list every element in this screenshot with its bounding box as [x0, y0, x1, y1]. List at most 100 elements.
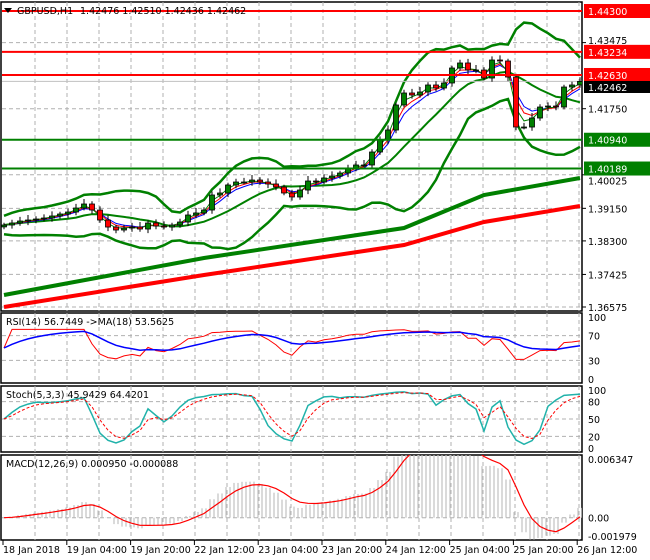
candle: [417, 91, 423, 96]
slow-ma-green: [3, 176, 581, 297]
x-tick-label: 26 Jan 12:00: [577, 545, 637, 556]
ema-green: [3, 61, 581, 230]
candle: [465, 62, 471, 71]
rsi-ma-line: [3, 330, 581, 351]
candle: [497, 59, 503, 62]
candle: [393, 104, 399, 131]
macd-label: MACD(12,26,9) 0.000950 -0.000088: [6, 459, 178, 470]
level-tag: [584, 44, 650, 59]
level-tag: [584, 132, 650, 147]
chart-header-symbol: GBPUSD,H1: [17, 6, 73, 17]
level-label: 1.44300: [588, 7, 627, 18]
candle: [49, 215, 55, 219]
candle: [409, 92, 415, 96]
candle: [273, 183, 279, 188]
candle: [401, 92, 407, 106]
rsi-plot: [3, 328, 581, 360]
candle: [425, 84, 431, 93]
bollinger-upper: [3, 21, 581, 217]
candle: [249, 179, 255, 183]
candle: [545, 105, 551, 108]
indicator-y-label: 0: [588, 375, 594, 386]
y-tick-label: 1.40025: [588, 177, 627, 188]
candle: [441, 82, 447, 89]
y-tick-label: 1.36575: [588, 303, 627, 314]
stoch-signal-line: [3, 392, 581, 440]
candle: [193, 212, 199, 216]
ema-red: [3, 63, 581, 229]
candle: [201, 209, 207, 214]
candle: [217, 192, 223, 196]
slow-ma-red: [3, 204, 581, 309]
level-tag: [584, 161, 650, 176]
indicator-y-label: 70: [588, 332, 600, 343]
candle: [57, 213, 63, 217]
candle: [65, 211, 71, 215]
x-tick-label: 23 Jan 04:00: [258, 545, 318, 556]
indicator-y-label: 80: [588, 398, 600, 409]
candle: [473, 69, 479, 72]
bid-label: 1.42462: [588, 83, 627, 94]
candle: [73, 207, 79, 213]
x-tick-label: 19 Jan 20:00: [131, 545, 191, 556]
indicator-y-label: 100: [588, 386, 606, 397]
candle: [297, 189, 303, 198]
candle: [161, 225, 167, 228]
level-label: 1.43234: [588, 48, 627, 59]
indicator-y-label: 20: [588, 432, 600, 443]
x-tick-label: 19 Jan 04:00: [67, 545, 127, 556]
candle: [225, 184, 231, 194]
candle: [329, 175, 335, 179]
candle: [513, 76, 519, 128]
candle: [521, 126, 527, 129]
candle: [97, 209, 103, 221]
candle: [257, 179, 263, 183]
candle: [569, 84, 575, 88]
y-tick-label: 1.39150: [588, 204, 627, 215]
y-tick-label: 1.37425: [588, 270, 627, 281]
chart-header-ohlc: 1.42476 1.42510 1.42436 1.42462: [80, 6, 246, 17]
rsi-label: RSI(14) 56.7449 ->MA(18) 53.5625: [6, 317, 174, 328]
candle: [209, 194, 215, 211]
candle: [121, 227, 127, 231]
indicator-y-label: 0.006347: [588, 455, 633, 466]
indicator-y-label: 50: [588, 415, 600, 426]
x-tick-label: 25 Jan 20:00: [513, 545, 573, 556]
level-tag: [584, 4, 650, 18]
ema-blue: [3, 64, 581, 228]
candle: [89, 203, 95, 211]
stoch-plot: [3, 391, 581, 446]
stoch-main-line: [3, 391, 581, 446]
x-tick-label: 25 Jan 04:00: [450, 545, 510, 556]
level-label: 1.42630: [588, 71, 627, 82]
x-tick-label: 24 Jan 12:00: [386, 545, 446, 556]
candle: [281, 186, 287, 194]
price-plot: [1, 21, 582, 309]
candle: [305, 180, 311, 191]
candle: [337, 172, 343, 177]
candle: [113, 226, 119, 231]
stoch-label: Stoch(5,3,3) 45.9429 64.4201: [6, 390, 149, 401]
candle: [1, 224, 7, 228]
candle: [25, 219, 31, 222]
candle: [529, 117, 535, 128]
y-tick-label: 1.41750: [588, 105, 627, 116]
candle: [81, 203, 87, 209]
candle: [505, 60, 511, 78]
candle: [177, 221, 183, 226]
bollinger-lower: [3, 97, 581, 251]
candle: [9, 222, 15, 226]
level-label: 1.40940: [588, 136, 627, 147]
candle: [377, 139, 383, 153]
rsi-line: [3, 328, 581, 360]
candle: [33, 218, 39, 221]
indicator-y-label: 0.00: [588, 514, 609, 525]
candle: [17, 220, 23, 224]
indicator-y-label: 0: [588, 444, 594, 455]
bid-tag: [584, 80, 650, 93]
candle: [553, 105, 559, 108]
x-tick-label: 18 Jan 2018: [3, 545, 60, 556]
candle: [313, 180, 319, 183]
candle: [289, 192, 295, 198]
